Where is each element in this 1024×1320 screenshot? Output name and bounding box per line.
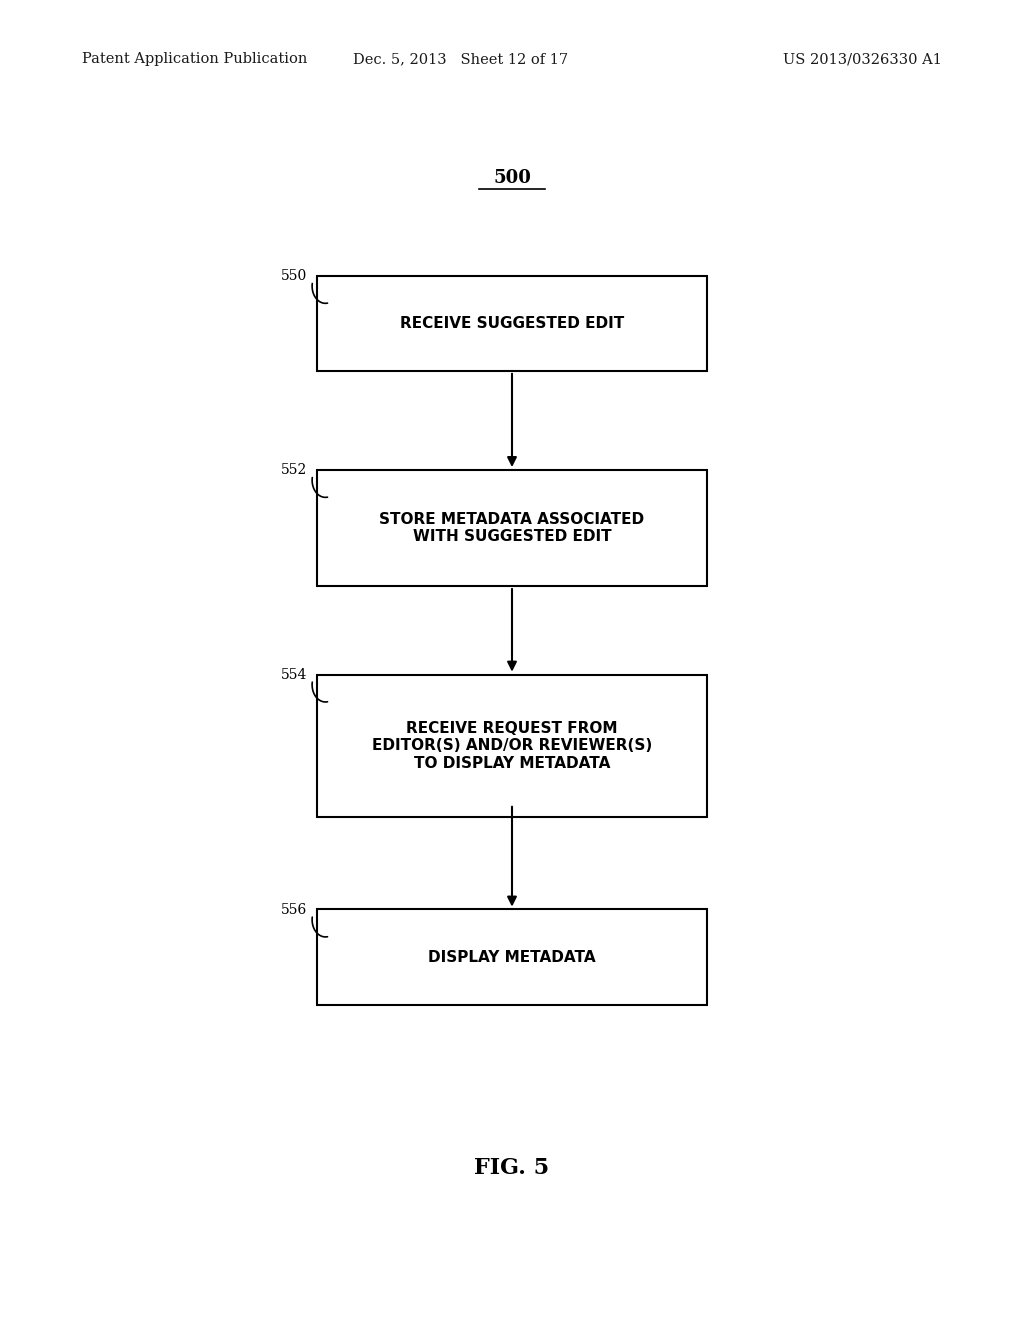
Text: STORE METADATA ASSOCIATED
WITH SUGGESTED EDIT: STORE METADATA ASSOCIATED WITH SUGGESTED…	[380, 512, 644, 544]
Text: FIG. 5: FIG. 5	[474, 1158, 550, 1179]
FancyBboxPatch shape	[317, 675, 707, 817]
FancyBboxPatch shape	[317, 470, 707, 586]
Text: 554: 554	[281, 668, 307, 682]
Text: Dec. 5, 2013   Sheet 12 of 17: Dec. 5, 2013 Sheet 12 of 17	[353, 53, 568, 66]
Text: US 2013/0326330 A1: US 2013/0326330 A1	[783, 53, 942, 66]
Text: RECEIVE SUGGESTED EDIT: RECEIVE SUGGESTED EDIT	[400, 315, 624, 331]
Text: RECEIVE REQUEST FROM
EDITOR(S) AND/OR REVIEWER(S)
TO DISPLAY METADATA: RECEIVE REQUEST FROM EDITOR(S) AND/OR RE…	[372, 721, 652, 771]
Text: 550: 550	[281, 269, 307, 284]
Text: 500: 500	[494, 169, 530, 187]
Text: 552: 552	[281, 463, 307, 478]
FancyBboxPatch shape	[317, 276, 707, 371]
Text: Patent Application Publication: Patent Application Publication	[82, 53, 307, 66]
FancyBboxPatch shape	[317, 909, 707, 1005]
Text: DISPLAY METADATA: DISPLAY METADATA	[428, 949, 596, 965]
Text: 556: 556	[281, 903, 307, 917]
